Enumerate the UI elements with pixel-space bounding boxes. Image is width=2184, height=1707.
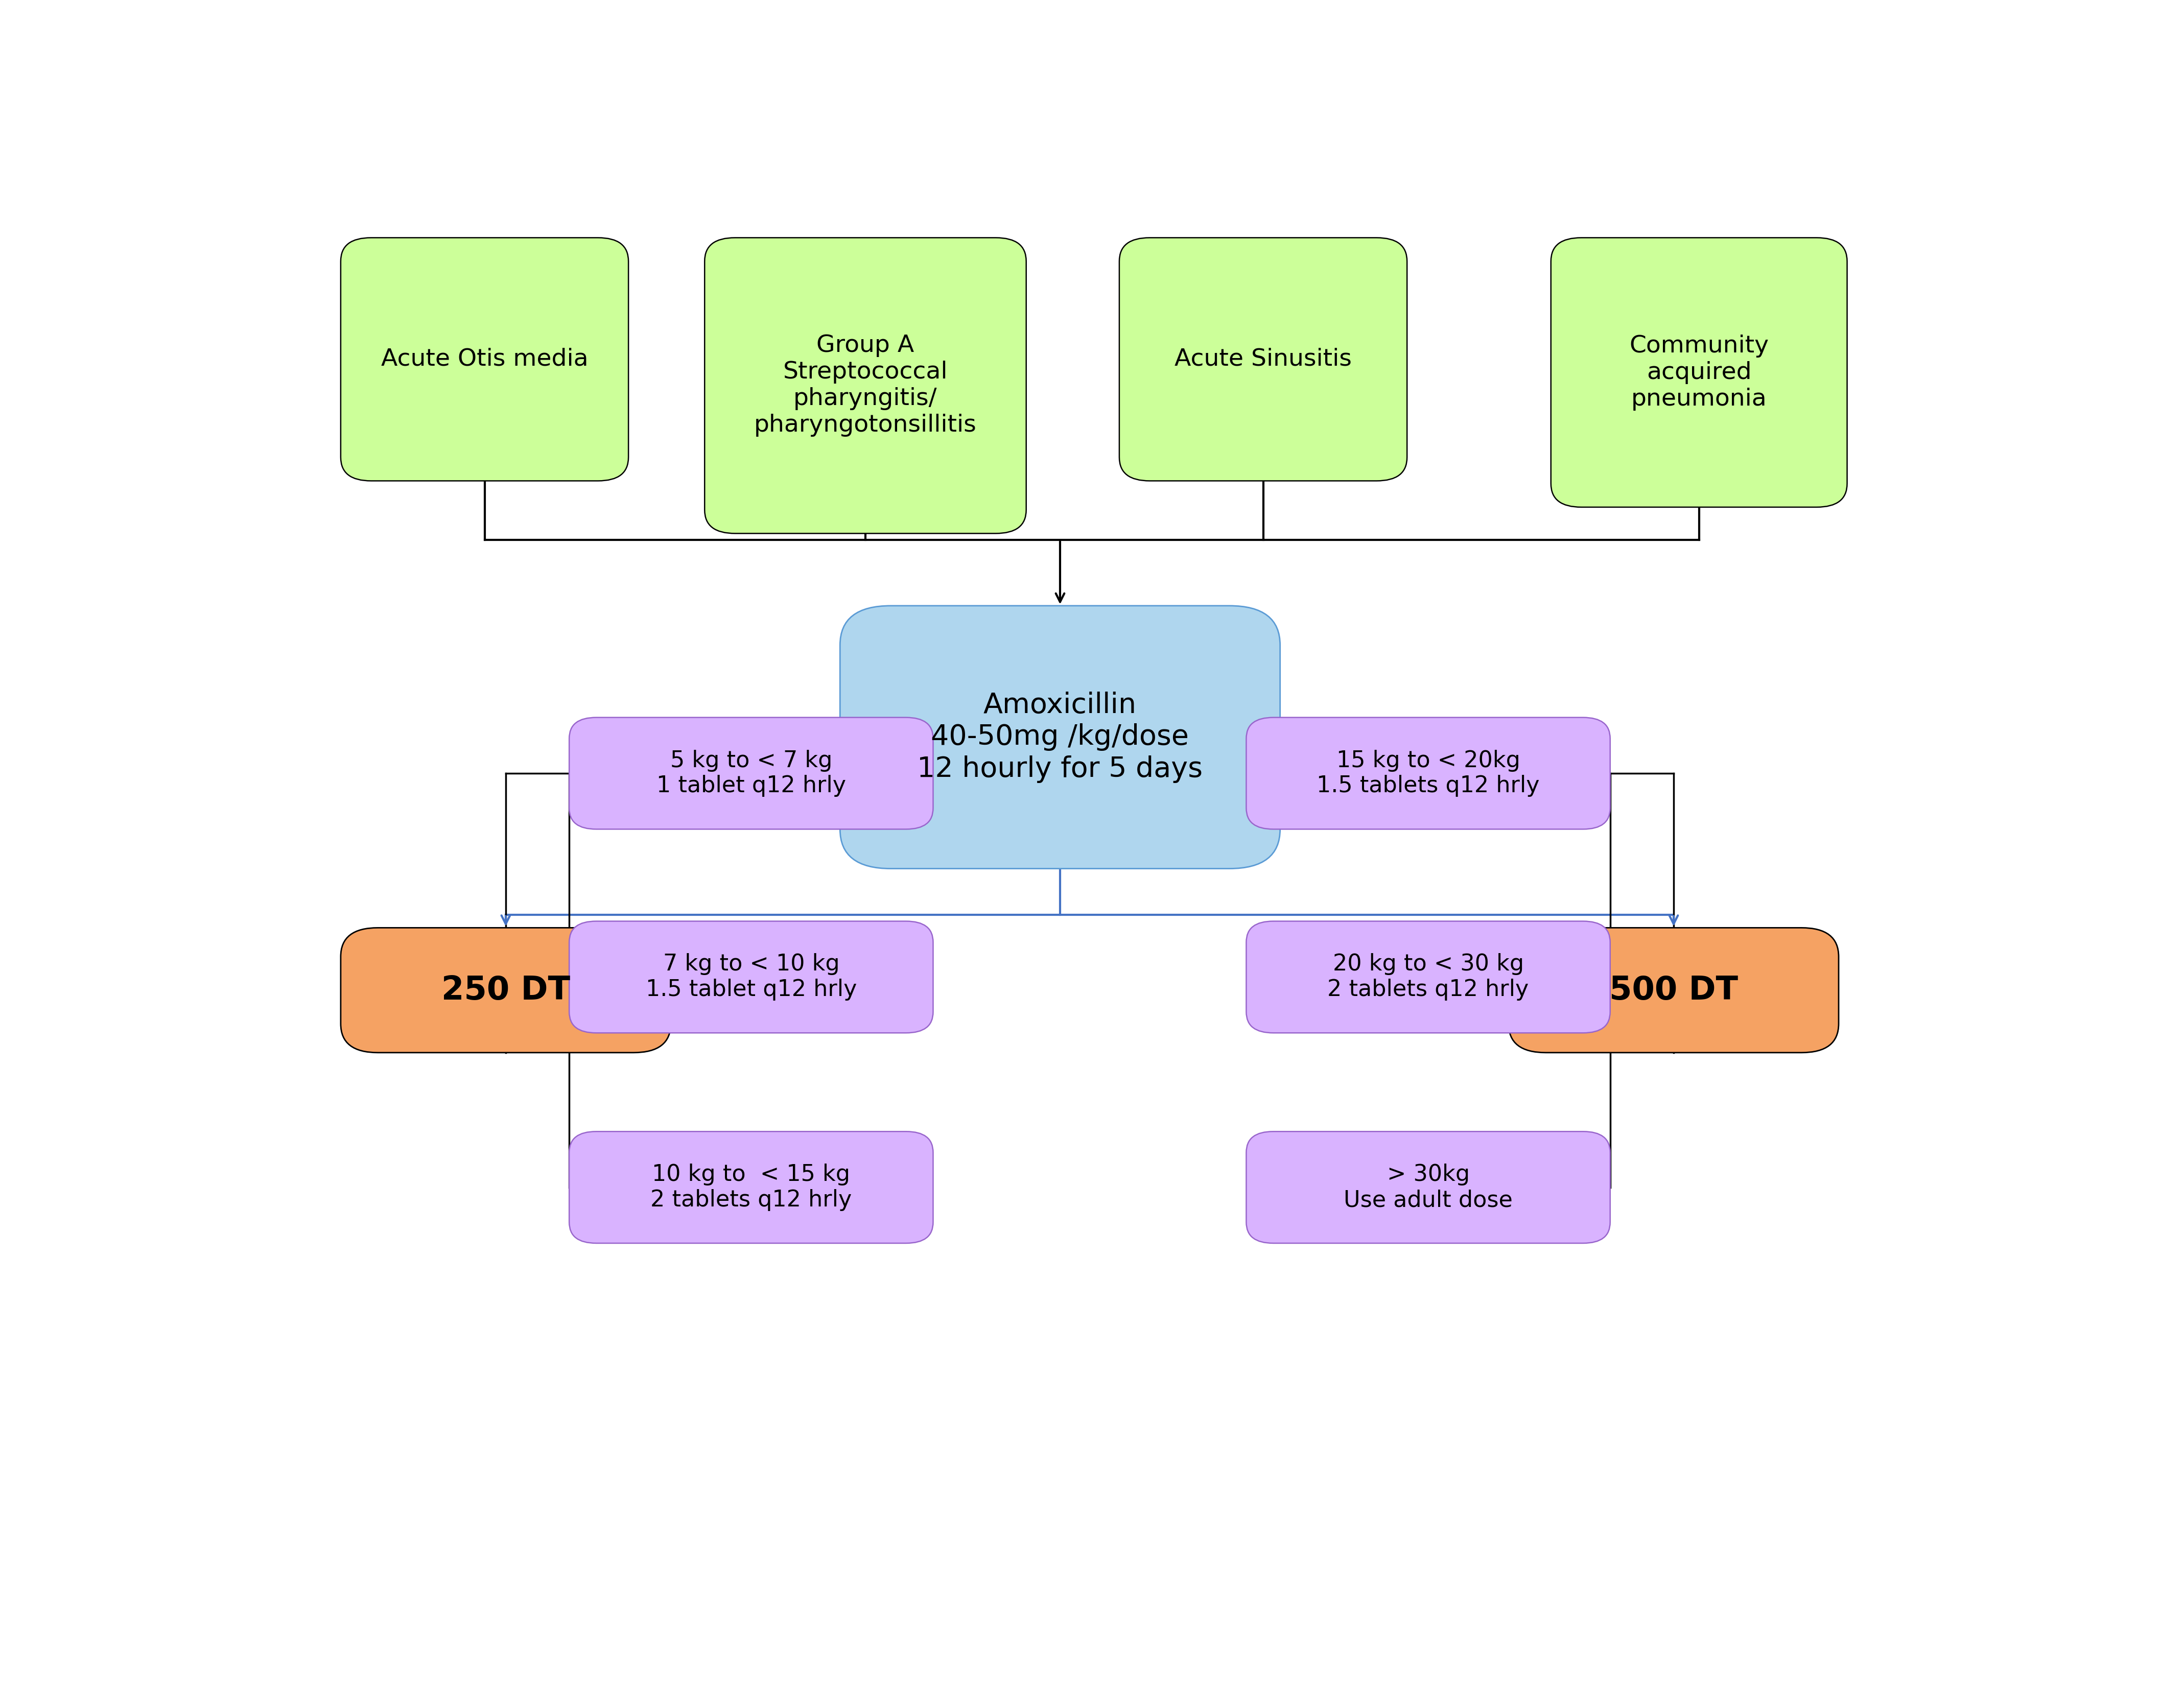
FancyBboxPatch shape xyxy=(1120,237,1406,481)
FancyBboxPatch shape xyxy=(341,237,629,481)
Text: 20 kg to < 30 kg
2 tablets q12 hrly: 20 kg to < 30 kg 2 tablets q12 hrly xyxy=(1328,953,1529,1000)
Text: Acute Sinusitis: Acute Sinusitis xyxy=(1175,348,1352,370)
FancyBboxPatch shape xyxy=(1247,1132,1610,1243)
Text: > 30kg
Use adult dose: > 30kg Use adult dose xyxy=(1343,1164,1514,1210)
Text: Amoxicillin
40-50mg /kg/dose
12 hourly for 5 days: Amoxicillin 40-50mg /kg/dose 12 hourly f… xyxy=(917,691,1203,784)
FancyBboxPatch shape xyxy=(841,606,1280,869)
Text: Acute Otis media: Acute Otis media xyxy=(380,348,587,370)
FancyBboxPatch shape xyxy=(1551,237,1848,507)
Text: 250 DT: 250 DT xyxy=(441,975,570,1005)
Text: 7 kg to < 10 kg
1.5 tablet q12 hrly: 7 kg to < 10 kg 1.5 tablet q12 hrly xyxy=(646,953,856,1000)
Text: Community
acquired
pneumonia: Community acquired pneumonia xyxy=(1629,335,1769,410)
FancyBboxPatch shape xyxy=(1247,922,1610,1033)
Text: 500 DT: 500 DT xyxy=(1610,975,1738,1005)
Text: 5 kg to < 7 kg
1 tablet q12 hrly: 5 kg to < 7 kg 1 tablet q12 hrly xyxy=(657,749,845,797)
FancyBboxPatch shape xyxy=(570,717,933,830)
Text: 15 kg to < 20kg
1.5 tablets q12 hrly: 15 kg to < 20kg 1.5 tablets q12 hrly xyxy=(1317,749,1540,797)
FancyBboxPatch shape xyxy=(570,1132,933,1243)
Text: 10 kg to  < 15 kg
2 tablets q12 hrly: 10 kg to < 15 kg 2 tablets q12 hrly xyxy=(651,1164,852,1210)
FancyBboxPatch shape xyxy=(705,237,1026,533)
FancyBboxPatch shape xyxy=(341,929,670,1053)
FancyBboxPatch shape xyxy=(570,922,933,1033)
FancyBboxPatch shape xyxy=(1509,929,1839,1053)
FancyBboxPatch shape xyxy=(1247,717,1610,830)
Text: Group A
Streptococcal
pharyngitis/
pharyngotonsillitis: Group A Streptococcal pharyngitis/ phary… xyxy=(753,335,976,437)
